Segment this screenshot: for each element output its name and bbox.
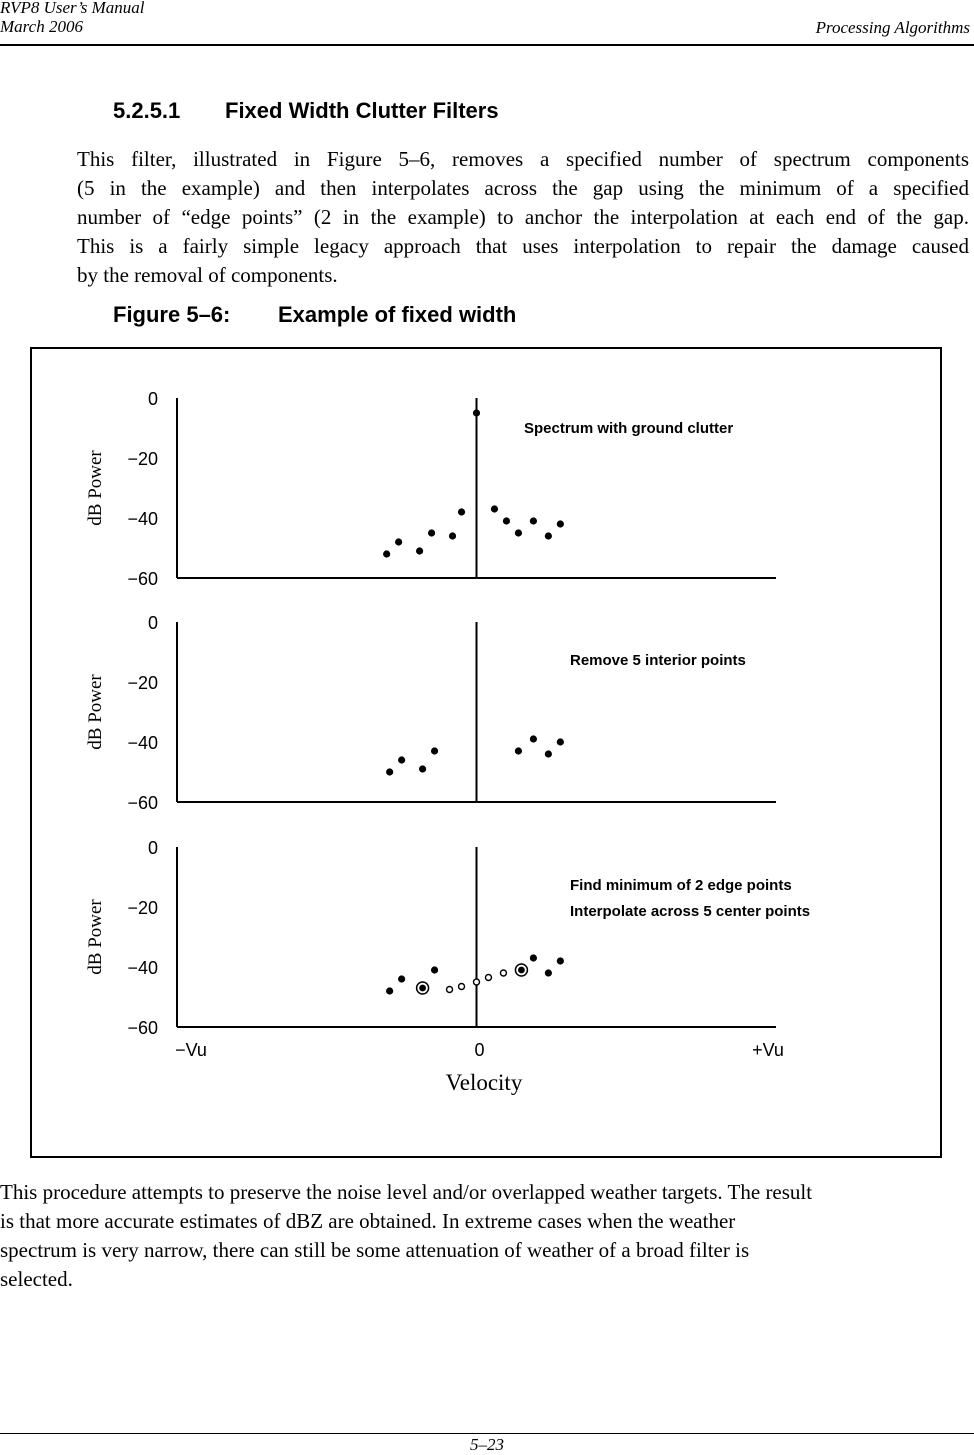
figure-caption: Figure 5–6: Example of fixed width [113,302,516,328]
closing-line: is that more accurate estimates of dBZ a… [0,1209,736,1233]
header-rule [0,44,974,46]
intro-line: by the removal of components. [77,263,338,287]
closing-paragraph: This procedure attempts to preserve the … [0,1178,974,1294]
figure-chart: 0 −20 −40 −60 dB Power Spectrum with ground c… [85,389,810,1095]
interpolated-point [457,982,466,991]
section-heading: 5.2.5.1 Fixed Width Clutter Filters [113,98,499,124]
data-point [430,747,439,755]
data-point [544,750,552,758]
y-axis-label: dB Power [85,674,106,750]
data-point [529,517,538,525]
data-point [418,765,427,773]
data-point [556,738,564,746]
x-tick-label: +Vu [752,1040,784,1060]
intro-line: This is a fairly simple legacy approach … [77,234,969,258]
data-point [544,969,552,977]
intro-paragraph: This filter, illustrated in Figure 5–6, … [77,145,969,290]
data-point [544,532,552,540]
data-point [395,538,403,546]
header-manual-title: RVP8 User’s Manual March 2006 [0,0,145,36]
data-point [502,517,511,525]
panel-annotation: Find minimum of 2 edge points [570,877,792,894]
figure-number: Figure 5–6: [113,302,231,327]
edge-point [518,966,525,974]
intro-line: (5 in the example) and then interpolates… [77,176,969,200]
y-tick-label: 0 [148,613,158,633]
y-tick-label: 0 [148,838,158,858]
footer-rule [0,1433,974,1434]
y-tick-label: −20 [127,898,158,918]
data-point [529,735,538,743]
data-point [415,547,424,555]
y-axis-label: dB Power [85,450,106,526]
figure-box [30,347,942,1158]
data-point [386,768,394,776]
panel-annotation: Spectrum with ground clutter [524,420,733,437]
data-point [556,520,564,528]
panel-annotation: Interpolate across 5 center points [570,903,810,920]
x-axis-label: Velocity [446,1070,523,1095]
edge-point [419,984,426,992]
page-number: 5–23 [470,1435,504,1454]
interpolated-point [499,969,508,977]
data-point [383,550,391,558]
section-number: 5.2.5.1 [113,98,181,123]
y-tick-label: −40 [127,509,158,529]
panel-annotation: Remove 5 interior points [570,652,746,669]
data-point [430,966,439,974]
data-point [514,529,523,537]
data-point [398,975,406,983]
data-point [386,987,394,995]
data-point [427,529,436,537]
y-tick-label: −60 [127,569,158,589]
x-tick-label: 0 [474,1040,484,1060]
closing-line: This procedure attempts to preserve the … [0,1180,813,1204]
y-tick-label: −20 [127,673,158,693]
header-date: March 2006 [0,17,83,36]
y-tick-label: −60 [127,1018,158,1038]
intro-line: This filter, illustrated in Figure 5–6, … [77,147,969,171]
data-point [448,532,457,540]
closing-line: selected. [0,1267,73,1291]
y-tick-label: −20 [127,449,158,469]
header-manual: RVP8 User’s Manual [0,0,145,17]
data-point [529,954,538,962]
data-point [490,505,499,513]
data-point [472,409,481,417]
data-point [398,756,406,764]
header-chapter: Processing Algorithms [815,18,970,37]
data-point [514,747,523,755]
y-tick-label: −40 [127,733,158,753]
y-tick-label: −60 [127,793,158,813]
y-axis-label: dB Power [85,899,106,975]
interpolated-point [472,978,481,986]
figure-title: Example of fixed width [278,302,517,327]
y-tick-label: 0 [148,389,158,409]
y-tick-label: −40 [127,958,158,978]
data-point [556,957,564,965]
section-title: Fixed Width Clutter Filters [225,98,499,123]
closing-line: spectrum is very narrow, there can still… [0,1238,750,1262]
data-point [457,508,466,516]
interpolated-point [445,985,454,994]
interpolated-point [484,973,493,982]
intro-line: number of “edge points” (2 in the exampl… [77,205,969,229]
x-tick-label: −Vu [175,1040,207,1060]
